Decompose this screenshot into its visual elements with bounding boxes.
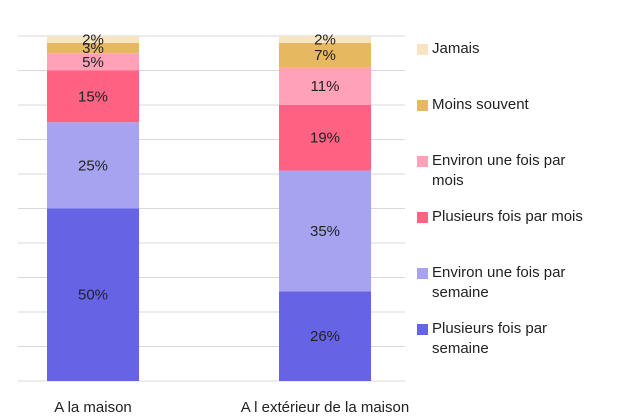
bar-segment bbox=[279, 105, 371, 171]
bar-segment bbox=[47, 42, 139, 54]
bar-segment bbox=[279, 36, 371, 43]
data-label: 25% bbox=[78, 157, 108, 174]
bar-segment bbox=[279, 170, 371, 292]
bar-segment bbox=[279, 42, 371, 68]
legend-swatch bbox=[417, 156, 428, 167]
data-label: 26% bbox=[310, 328, 340, 345]
data-label: 50% bbox=[78, 287, 108, 304]
data-label: 15% bbox=[78, 88, 108, 105]
data-label: 5% bbox=[82, 54, 104, 71]
legend-swatch bbox=[417, 100, 428, 111]
bar-segment bbox=[47, 122, 139, 209]
bar-segment bbox=[279, 291, 371, 381]
bar-segment bbox=[47, 208, 139, 381]
legend-label: Environ une fois par mois bbox=[432, 152, 566, 189]
legend-swatch bbox=[417, 212, 428, 223]
bar-segment bbox=[47, 70, 139, 123]
data-label: 35% bbox=[310, 223, 340, 240]
bar-segment bbox=[47, 53, 139, 71]
x-tick-label: A l extérieur de la maison bbox=[241, 399, 409, 416]
data-label: 2% bbox=[82, 31, 104, 48]
bar-segment bbox=[279, 67, 371, 105]
data-label: 2% bbox=[314, 31, 336, 48]
legend-swatch bbox=[417, 44, 428, 55]
legend-label: Plusieurs fois par semaine bbox=[432, 320, 548, 357]
x-tick-label: A la maison bbox=[54, 399, 132, 416]
data-label: 7% bbox=[314, 47, 336, 64]
bar-segment bbox=[47, 36, 139, 43]
legend-label: Jamais bbox=[432, 40, 480, 57]
data-label: 3% bbox=[82, 40, 104, 57]
legend-label: Moins souvent bbox=[432, 96, 529, 113]
data-label: 11% bbox=[311, 78, 340, 95]
legend-swatch bbox=[417, 268, 428, 279]
data-label: 19% bbox=[310, 130, 340, 147]
legend-label: Environ une fois par semaine bbox=[432, 264, 566, 301]
legend-label: Plusieurs fois par mois bbox=[432, 208, 583, 225]
legend-swatch bbox=[417, 324, 428, 335]
